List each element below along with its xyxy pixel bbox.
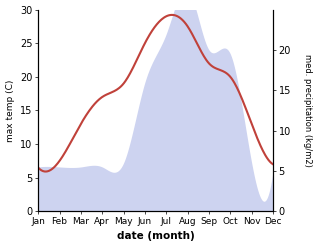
Y-axis label: med. precipitation (kg/m2): med. precipitation (kg/m2) [303, 54, 313, 167]
Y-axis label: max temp (C): max temp (C) [5, 79, 15, 142]
X-axis label: date (month): date (month) [117, 231, 195, 242]
